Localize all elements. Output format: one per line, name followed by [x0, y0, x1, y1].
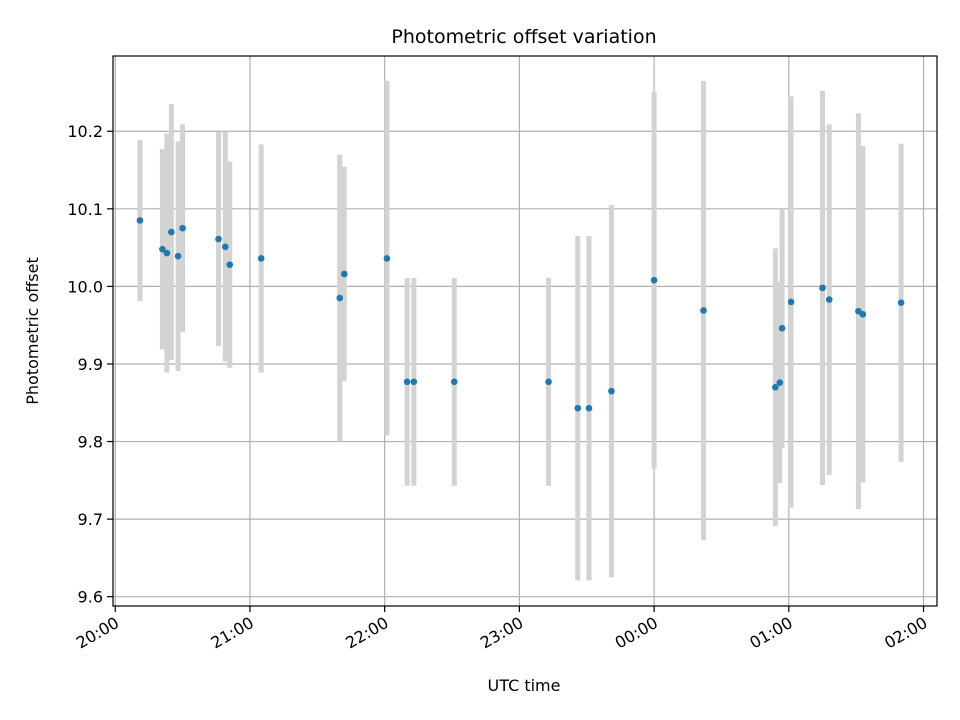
data-point: [383, 255, 391, 262]
data-point: [215, 235, 222, 243]
data-point: [221, 243, 229, 251]
data-point: [897, 299, 905, 306]
chart-title: Photometric offset variation: [391, 26, 656, 48]
y-tick-label: 9.8: [78, 433, 103, 452]
data-point: [159, 245, 166, 253]
x-axis-title: UTC time: [488, 676, 561, 695]
y-tick-label: 10.2: [67, 122, 103, 141]
data-point: [179, 224, 186, 232]
data-point: [410, 378, 418, 386]
y-tick-label: 9.9: [78, 355, 103, 374]
data-point: [336, 294, 344, 302]
data-points: [136, 217, 905, 412]
data-point: [136, 217, 144, 224]
data-point: [859, 311, 867, 318]
data-point: [574, 404, 582, 412]
data-point: [650, 276, 658, 284]
y-axis-title: Photometric offset: [23, 257, 42, 405]
data-point: [776, 379, 784, 386]
data-point: [608, 387, 615, 395]
data-point: [700, 307, 707, 314]
data-point: [168, 228, 175, 236]
data-point: [450, 378, 458, 386]
data-point: [257, 255, 265, 262]
y-tick-label: 9.7: [78, 510, 103, 529]
data-point: [226, 261, 234, 268]
data-point: [340, 270, 348, 278]
y-tick-label: 10.1: [67, 200, 103, 219]
data-point: [163, 249, 171, 257]
y-axis: 9.6 9.7 9.8 9.9 10.0 10.1 10.2: [67, 122, 113, 607]
data-point: [778, 324, 786, 332]
data-point: [403, 378, 411, 386]
y-tick-label: 9.6: [78, 588, 103, 607]
data-point: [819, 284, 826, 292]
data-point: [825, 296, 833, 303]
data-point: [174, 252, 182, 260]
y-tick-label: 10.0: [67, 277, 103, 296]
data-point: [772, 383, 779, 391]
data-point: [585, 404, 593, 412]
data-point: [545, 378, 552, 386]
data-point: [787, 298, 795, 306]
plot-frame: [112, 55, 938, 607]
